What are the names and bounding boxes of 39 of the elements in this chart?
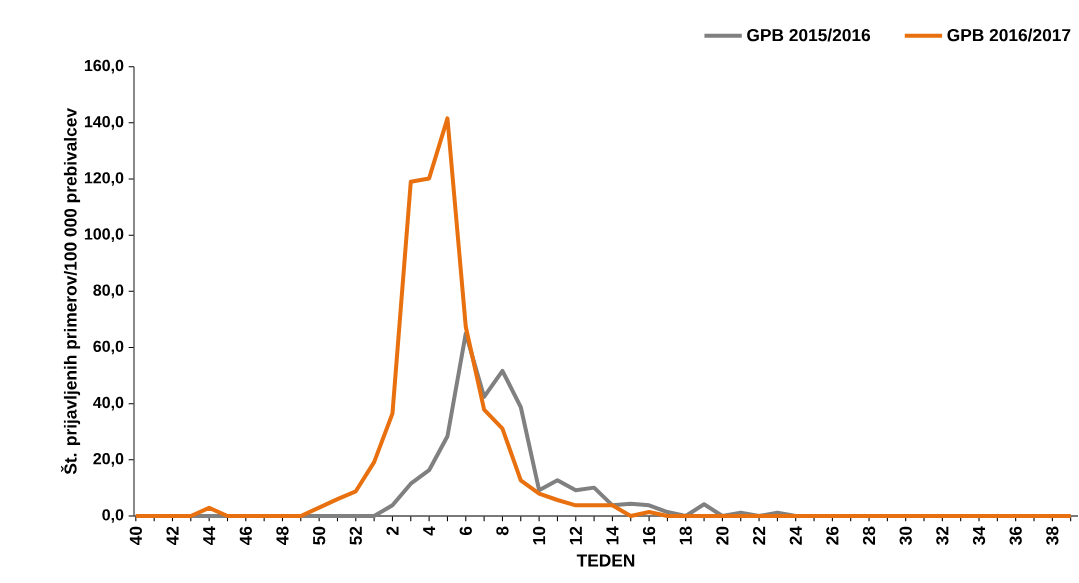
- y-tick-label: 0,0: [102, 509, 124, 523]
- x-tick-label: 52: [349, 526, 362, 545]
- x-tick-label: 36: [1009, 526, 1022, 545]
- x-tick-label: 18: [679, 526, 692, 545]
- x-tick-label: 48: [276, 526, 289, 546]
- y-tick-label: 120,0: [84, 172, 124, 186]
- x-tick-label: 20: [716, 526, 729, 545]
- y-tick-label: 20,0: [93, 453, 124, 467]
- x-tick-label: 40: [129, 526, 142, 546]
- x-tick-label: 46: [239, 526, 252, 546]
- x-tick-label: 34: [972, 526, 986, 545]
- y-axis-title: Št. prijavljenih primerov/100 000 prebivalcev: [60, 108, 81, 475]
- x-tick-label: 2: [386, 526, 399, 536]
- x-tick-label: 28: [862, 526, 876, 545]
- y-tick-label: 40,0: [93, 396, 124, 411]
- x-tick-label: 14: [606, 526, 619, 545]
- y-tick-label: 60,0: [93, 340, 124, 355]
- x-tick-label: 4: [423, 526, 436, 536]
- y-tick-label: 160,0: [84, 59, 124, 74]
- x-tick-label: 42: [166, 526, 179, 546]
- x-tick-label: 22: [753, 526, 766, 545]
- x-tick-label: 6: [459, 526, 472, 536]
- y-tick-label: 140,0: [84, 116, 124, 130]
- y-tick-label: 100,0: [84, 228, 124, 242]
- x-tick-label: 12: [569, 526, 582, 545]
- legend-label: GPB 2015/2016: [747, 28, 871, 42]
- x-tick-label: 30: [899, 526, 912, 545]
- y-tick-label: 80,0: [93, 284, 124, 299]
- legend-label: GPB 2016/2017: [947, 28, 1071, 42]
- x-tick-label: 10: [532, 526, 546, 545]
- x-tick-label: 44: [203, 526, 216, 546]
- x-tick-label: 26: [826, 526, 839, 545]
- x-tick-label: 8: [496, 526, 509, 536]
- x-tick-label: 32: [936, 526, 949, 545]
- x-tick-label: 50: [312, 526, 326, 545]
- x-tick-label: 38: [1046, 526, 1059, 545]
- x-tick-label: 16: [642, 526, 656, 545]
- x-tick-label: 24: [789, 526, 802, 545]
- x-axis-title: TEDEN: [576, 554, 635, 567]
